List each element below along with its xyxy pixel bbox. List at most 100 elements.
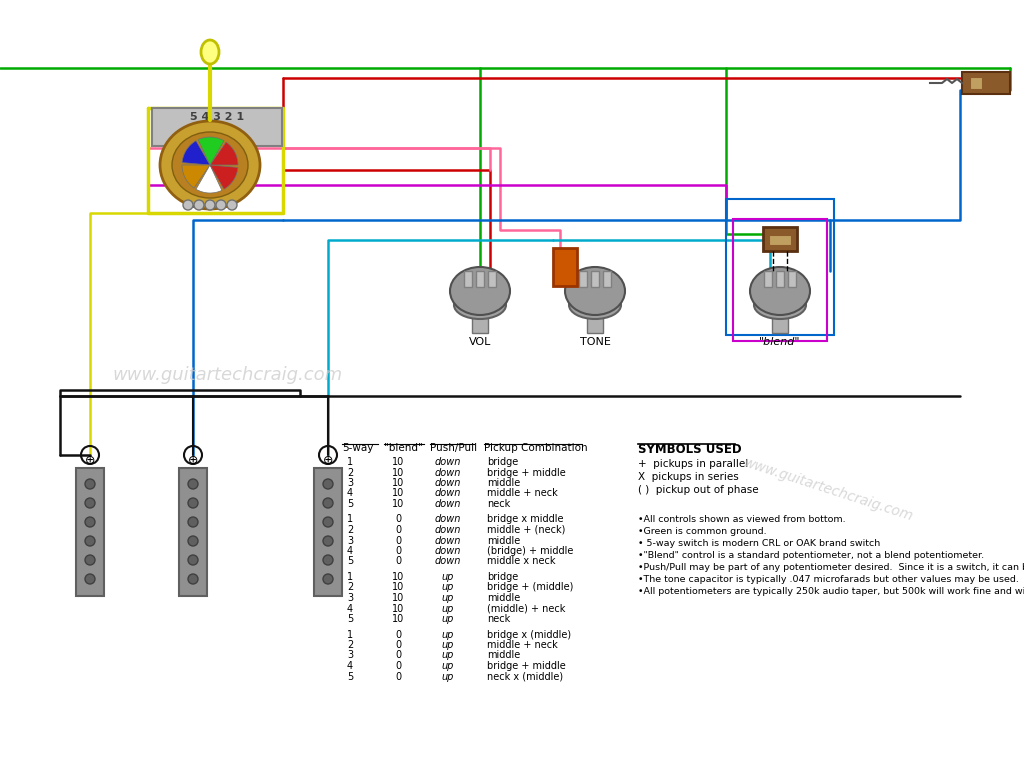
Text: 0: 0 (395, 535, 401, 545)
Wedge shape (210, 142, 238, 165)
Circle shape (188, 479, 198, 489)
Bar (314, 468, 342, 596)
Circle shape (85, 574, 95, 584)
Text: 0: 0 (395, 557, 401, 567)
Bar (76, 468, 104, 596)
Text: 4: 4 (347, 661, 353, 671)
Text: bridge + (middle): bridge + (middle) (487, 582, 573, 592)
Text: bridge x middle: bridge x middle (487, 515, 563, 525)
Circle shape (227, 200, 237, 210)
Text: •"Blend" control is a standard potentiometer, not a blend potentiometer.: •"Blend" control is a standard potentiom… (638, 551, 984, 560)
Text: up: up (441, 593, 455, 603)
Text: up: up (441, 614, 455, 624)
Bar (733, 219, 827, 341)
Bar (769, 235, 791, 245)
Text: 3: 3 (347, 593, 353, 603)
Text: VOL: VOL (469, 337, 492, 347)
Text: bridge: bridge (487, 572, 518, 582)
Text: up: up (441, 572, 455, 582)
Bar (488, 271, 496, 287)
Text: 0: 0 (395, 661, 401, 671)
Circle shape (323, 498, 333, 508)
Text: 10: 10 (392, 582, 404, 592)
Text: 2: 2 (347, 468, 353, 478)
Bar (579, 271, 587, 287)
Text: ⊕: ⊕ (85, 455, 95, 468)
Text: 5: 5 (347, 614, 353, 624)
Text: down: down (435, 478, 461, 488)
Text: down: down (435, 535, 461, 545)
Text: 4: 4 (347, 546, 353, 556)
Text: 0: 0 (395, 650, 401, 660)
Bar (472, 313, 488, 333)
Ellipse shape (754, 291, 806, 319)
Text: •The tone capacitor is typically .047 microfarads but other values may be used.: •The tone capacitor is typically .047 mi… (638, 575, 1019, 584)
Text: up: up (441, 604, 455, 614)
Circle shape (188, 517, 198, 527)
Text: +  pickups in parallel: + pickups in parallel (638, 459, 749, 469)
Text: down: down (435, 557, 461, 567)
Text: down: down (435, 488, 461, 498)
Text: 3: 3 (347, 478, 353, 488)
Text: •Green is common ground.: •Green is common ground. (638, 527, 767, 536)
Circle shape (85, 536, 95, 546)
Text: down: down (435, 525, 461, 535)
Bar (553, 248, 577, 286)
Text: middle: middle (487, 535, 520, 545)
Text: down: down (435, 468, 461, 478)
Ellipse shape (750, 267, 810, 315)
Text: 0: 0 (395, 671, 401, 681)
Text: up: up (441, 640, 455, 650)
Text: bridge + middle: bridge + middle (487, 468, 565, 478)
Text: 2: 2 (347, 525, 353, 535)
Text: neck x (middle): neck x (middle) (487, 671, 563, 681)
Bar (726, 199, 834, 335)
Wedge shape (210, 165, 238, 189)
Text: up: up (441, 630, 455, 640)
Wedge shape (196, 165, 222, 193)
Text: ⊕: ⊕ (187, 455, 199, 468)
Bar (962, 72, 1010, 94)
Text: down: down (435, 515, 461, 525)
Circle shape (323, 555, 333, 565)
Bar (587, 313, 603, 333)
Circle shape (323, 574, 333, 584)
Text: •All controls shown as viewed from bottom.: •All controls shown as viewed from botto… (638, 515, 846, 524)
Text: middle + neck: middle + neck (487, 640, 558, 650)
Text: 10: 10 (392, 572, 404, 582)
Text: 10: 10 (392, 604, 404, 614)
Ellipse shape (569, 291, 621, 319)
Circle shape (188, 536, 198, 546)
Text: 5: 5 (347, 557, 353, 567)
Text: 10: 10 (392, 593, 404, 603)
Text: bridge + middle: bridge + middle (487, 661, 565, 671)
Text: up: up (441, 661, 455, 671)
Text: Push/Pull: Push/Pull (430, 443, 477, 453)
Text: middle + (neck): middle + (neck) (487, 525, 565, 535)
Text: up: up (441, 671, 455, 681)
Circle shape (216, 200, 226, 210)
Text: 10: 10 (392, 457, 404, 467)
Text: bridge x (middle): bridge x (middle) (487, 630, 571, 640)
Text: www.guitartechcraig.com: www.guitartechcraig.com (113, 366, 343, 384)
Text: neck: neck (487, 614, 510, 624)
Text: 0: 0 (395, 515, 401, 525)
Circle shape (323, 479, 333, 489)
Wedge shape (182, 165, 210, 188)
Text: 0: 0 (395, 546, 401, 556)
Bar (772, 313, 788, 333)
Bar (788, 271, 796, 287)
Circle shape (323, 536, 333, 546)
Text: 10: 10 (392, 614, 404, 624)
Text: 3: 3 (347, 535, 353, 545)
Text: 1: 1 (347, 515, 353, 525)
Text: bridge: bridge (487, 457, 518, 467)
Text: 1: 1 (347, 630, 353, 640)
Text: middle: middle (487, 478, 520, 488)
Bar (763, 227, 797, 251)
Circle shape (323, 517, 333, 527)
Text: "blend": "blend" (759, 337, 801, 347)
Circle shape (205, 200, 215, 210)
Text: up: up (441, 650, 455, 660)
Ellipse shape (450, 267, 510, 315)
